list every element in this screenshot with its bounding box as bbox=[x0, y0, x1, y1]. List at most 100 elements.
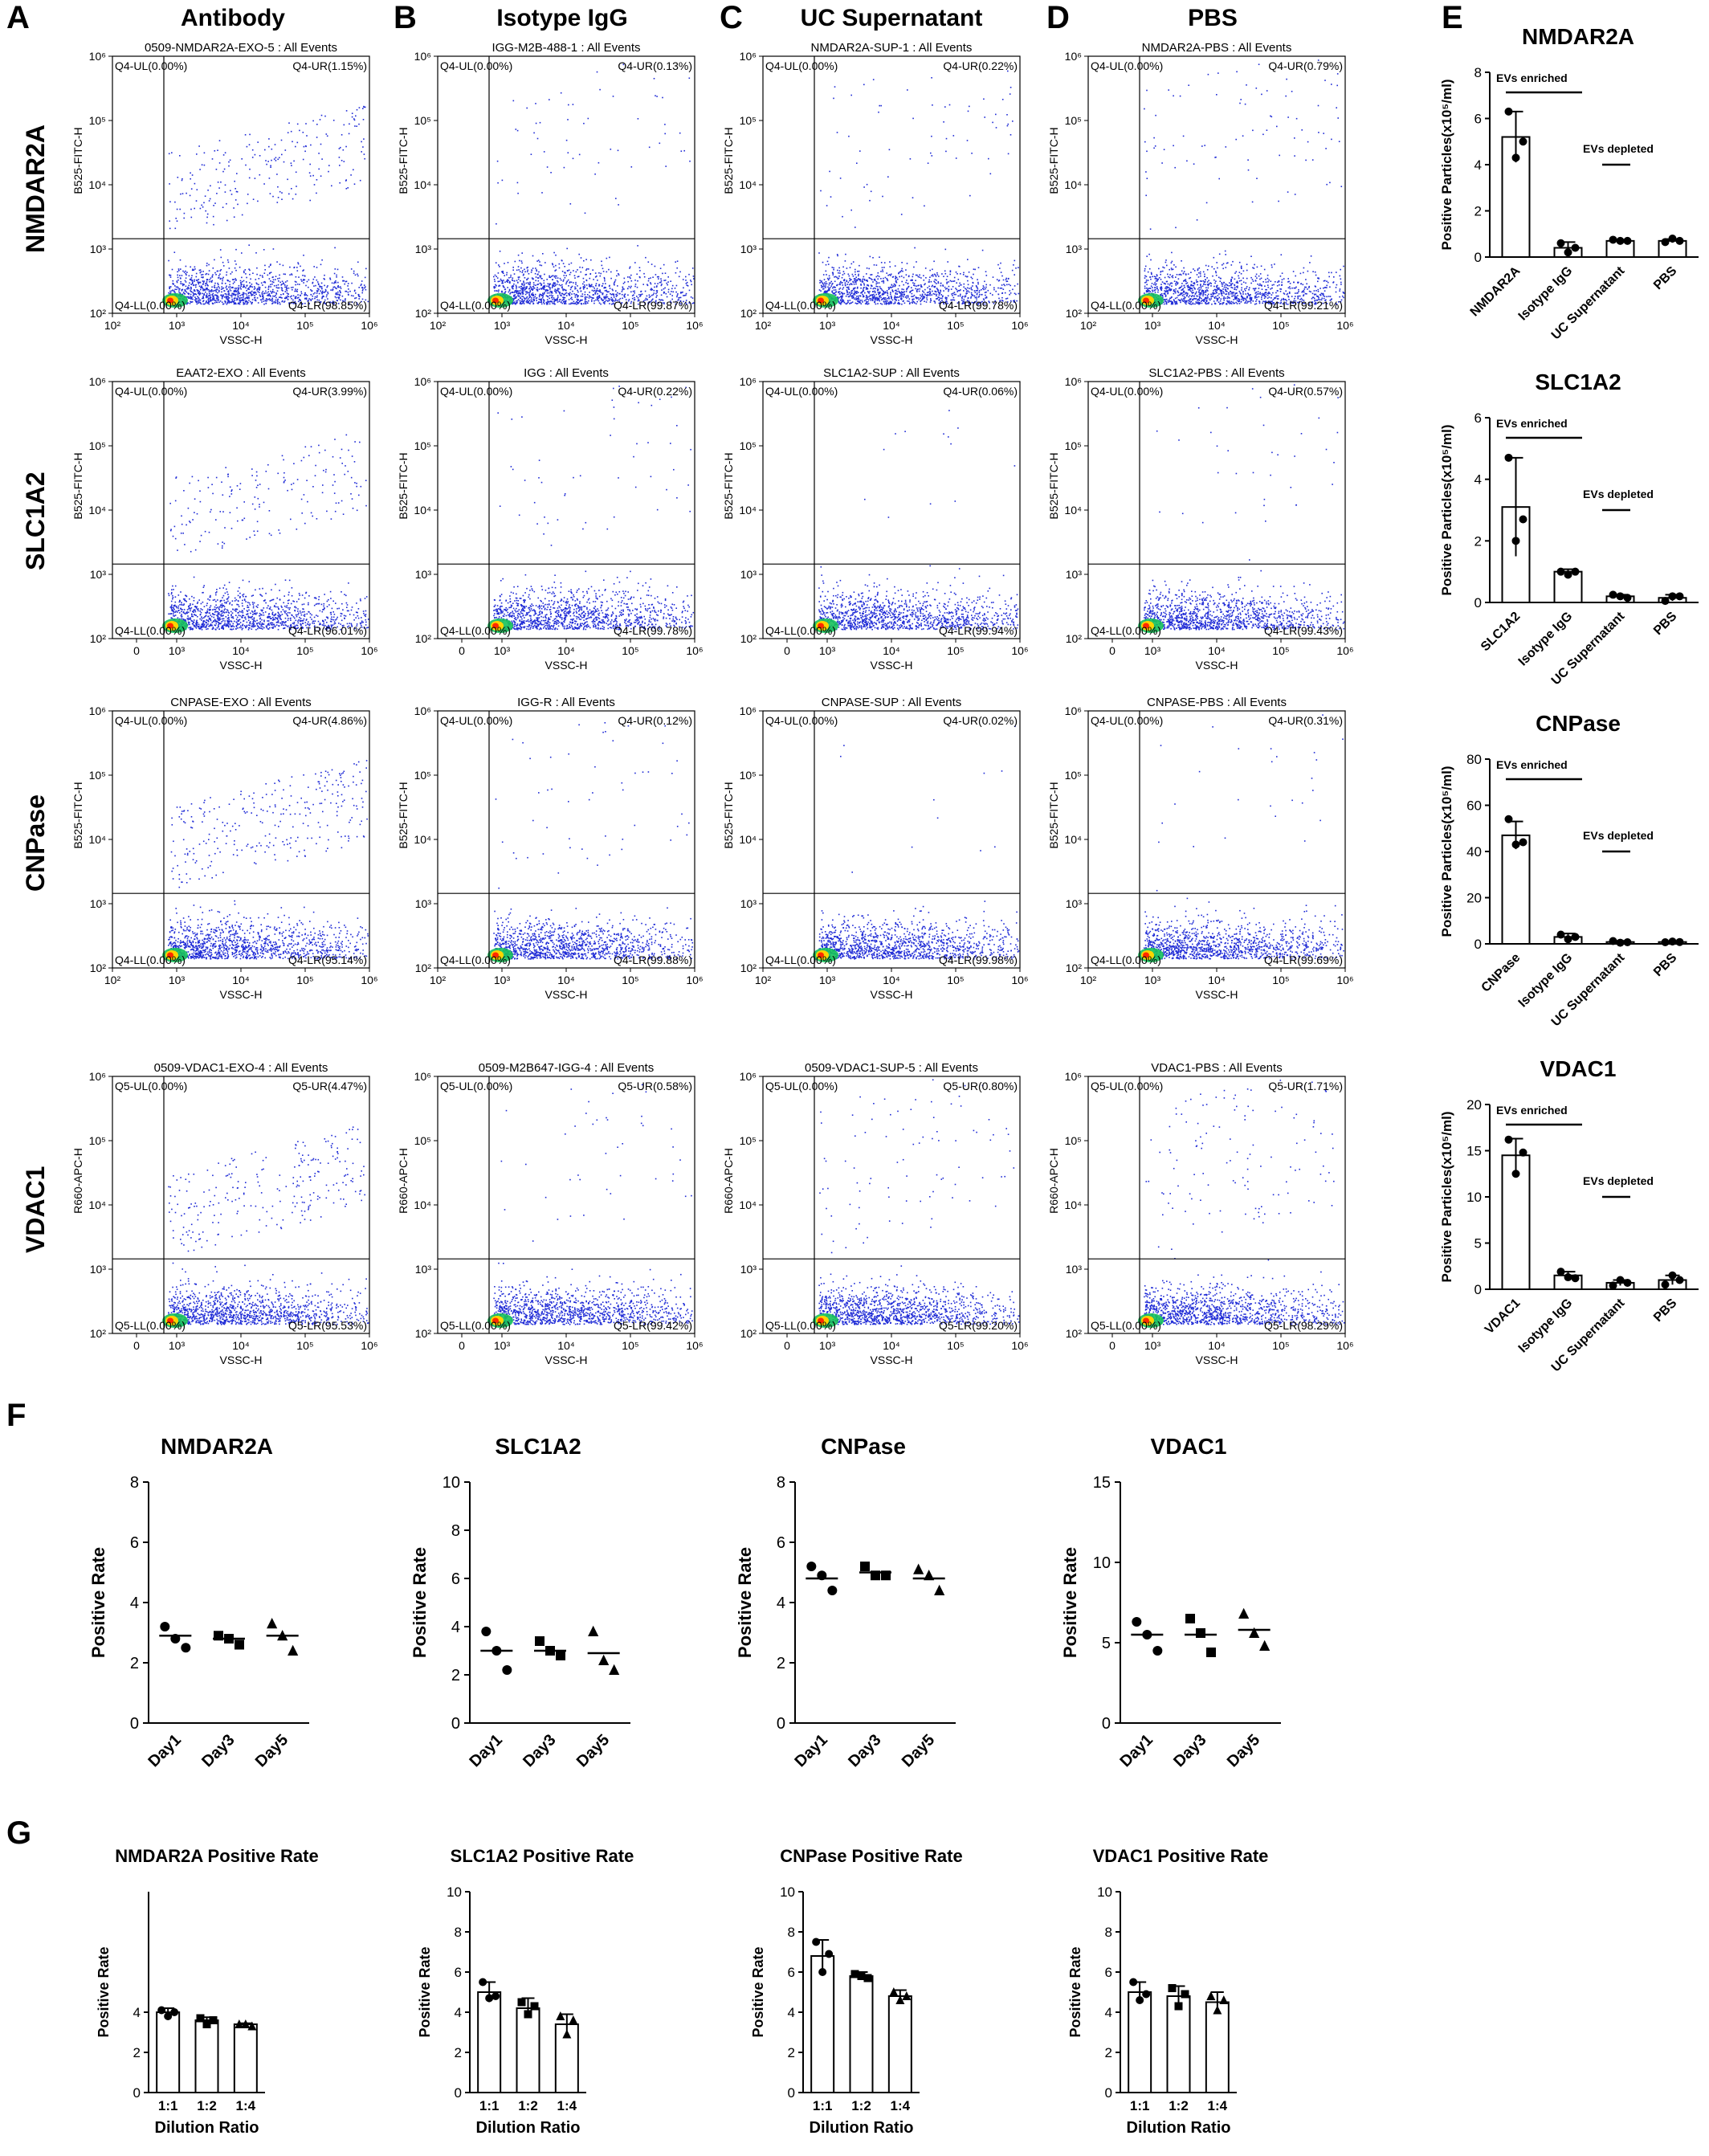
flow-dot bbox=[365, 286, 366, 288]
flow-dot bbox=[220, 269, 222, 271]
flow-dot bbox=[937, 281, 940, 283]
flow-dot bbox=[602, 267, 604, 270]
flow-dot bbox=[859, 279, 861, 281]
flow-dot bbox=[570, 302, 573, 304]
flow-dot bbox=[218, 277, 219, 279]
flow-dot bbox=[584, 291, 586, 293]
flow-dot bbox=[895, 281, 898, 284]
flow-dot bbox=[1196, 291, 1197, 293]
flow-dot bbox=[176, 220, 178, 222]
flow-dot bbox=[887, 303, 890, 305]
flow-dot bbox=[1163, 282, 1165, 284]
flow-dot bbox=[640, 295, 642, 296]
flow-dot bbox=[559, 292, 561, 293]
flow-dot bbox=[291, 274, 293, 276]
flow-dot bbox=[243, 280, 245, 282]
flow-dot bbox=[553, 298, 555, 300]
flow-dot bbox=[823, 286, 825, 288]
flow-dot bbox=[864, 292, 866, 294]
flow-dot bbox=[930, 298, 932, 300]
flow-dot bbox=[843, 292, 846, 295]
flow-dot bbox=[338, 296, 341, 298]
flow-dot bbox=[820, 281, 822, 283]
flow-dot bbox=[214, 284, 216, 287]
flow-dot bbox=[1156, 275, 1158, 277]
flow-dot bbox=[655, 296, 657, 298]
flow-dot bbox=[1219, 277, 1222, 280]
flow-dot bbox=[627, 276, 629, 278]
flow-dot bbox=[188, 288, 190, 290]
flow-dot bbox=[574, 296, 577, 298]
flow-dot bbox=[270, 280, 271, 282]
flow-dot bbox=[357, 275, 359, 277]
flow-dot bbox=[194, 279, 195, 281]
flow-dot bbox=[1004, 284, 1005, 287]
flow-dot bbox=[590, 285, 592, 288]
flow-dot bbox=[872, 297, 875, 300]
flow-dot bbox=[934, 290, 936, 292]
flow-dot bbox=[294, 302, 296, 304]
flow-dot bbox=[259, 155, 261, 157]
flow-dot bbox=[237, 303, 239, 304]
flow-dot bbox=[234, 288, 236, 289]
flow-dot bbox=[920, 286, 922, 288]
flow-dot bbox=[544, 273, 545, 276]
flow-dot bbox=[296, 297, 299, 299]
flow-dot bbox=[526, 296, 528, 298]
flow-dot bbox=[842, 274, 844, 276]
flow-dot bbox=[899, 284, 900, 287]
flow-dot bbox=[1006, 114, 1008, 116]
flow-dot bbox=[1255, 300, 1257, 302]
flow-dot bbox=[508, 277, 510, 279]
flow-dot bbox=[900, 296, 902, 298]
flow-dot bbox=[528, 294, 530, 296]
column-header-pbs: PBS bbox=[1116, 5, 1309, 32]
flow-dot bbox=[640, 290, 642, 292]
flow-dot bbox=[591, 299, 593, 301]
flow-dot bbox=[233, 216, 235, 218]
flow-dot bbox=[519, 303, 521, 304]
flow-dot bbox=[842, 299, 843, 300]
flow-dot bbox=[923, 280, 925, 281]
flow-dot bbox=[937, 282, 940, 284]
flow-dot bbox=[217, 182, 219, 183]
flow-dot bbox=[900, 291, 903, 292]
y-tick-label: 10⁶ bbox=[740, 50, 757, 63]
flow-dot bbox=[970, 296, 973, 298]
flow-dot bbox=[1210, 283, 1212, 284]
flow-dot bbox=[833, 97, 834, 100]
flow-dot bbox=[289, 266, 291, 268]
flow-dot bbox=[870, 298, 872, 300]
flow-dot bbox=[572, 104, 574, 105]
flow-dot bbox=[287, 132, 289, 133]
flow-dot bbox=[1221, 295, 1223, 296]
flow-dot bbox=[517, 281, 519, 284]
flow-dot bbox=[532, 288, 533, 291]
flow-dot bbox=[332, 288, 334, 290]
flow-dot bbox=[504, 275, 505, 276]
flow-dot bbox=[589, 286, 591, 288]
flow-dot bbox=[637, 300, 639, 302]
flow-dot bbox=[1187, 287, 1189, 288]
flow-dot bbox=[247, 301, 248, 303]
flow-dot bbox=[535, 267, 536, 269]
flow-dot bbox=[1317, 280, 1319, 283]
flow-dot bbox=[826, 277, 829, 280]
flow-dot bbox=[169, 286, 170, 288]
flow-dot bbox=[324, 303, 326, 304]
flow-dot bbox=[212, 274, 214, 276]
flow-dot bbox=[877, 272, 879, 274]
flow-dot bbox=[1170, 288, 1173, 290]
flow-dot bbox=[195, 286, 197, 288]
flow-dot bbox=[296, 267, 298, 268]
flow-dot bbox=[1238, 277, 1240, 280]
flow-dot bbox=[512, 280, 513, 281]
flow-dot bbox=[519, 271, 521, 272]
flow-dot bbox=[581, 300, 582, 301]
flow-dot bbox=[1268, 296, 1271, 298]
flow-dot bbox=[198, 302, 199, 304]
flow-dot bbox=[245, 273, 247, 275]
flow-dot bbox=[1007, 70, 1009, 72]
flow-dot bbox=[234, 300, 235, 301]
